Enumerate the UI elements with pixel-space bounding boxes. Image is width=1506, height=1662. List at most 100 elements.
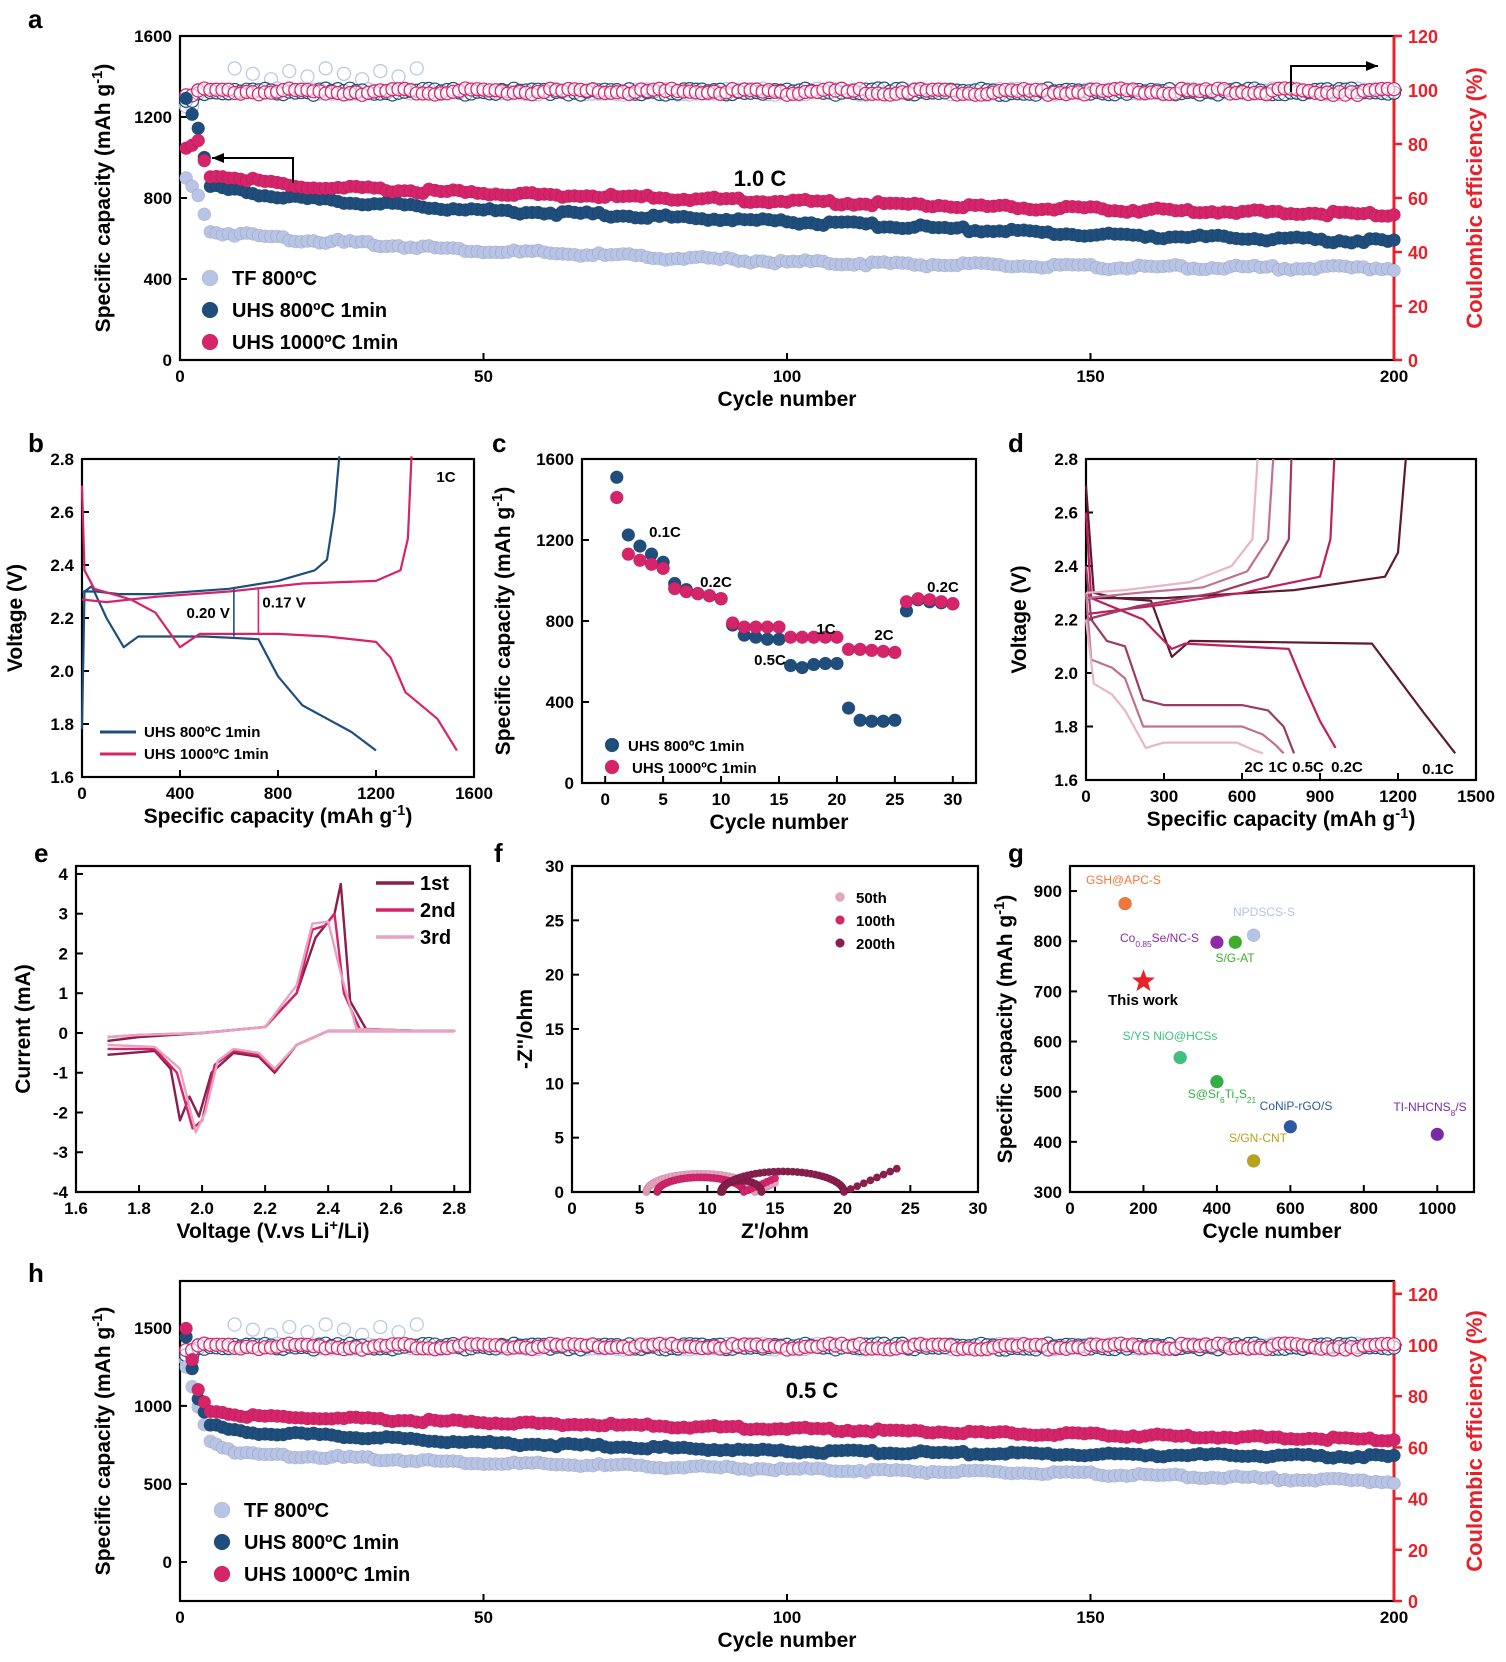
y-tick-label: 800 [144,189,172,208]
discharge-0.2C [1084,512,1337,749]
point-label: This work [1108,992,1179,1009]
legend-label: 3rd [420,927,451,949]
label-part: GSH@APC-S [1086,873,1161,887]
label-part: S [1239,1087,1247,1101]
label-part: -1 [992,902,1008,915]
literature-point [1173,1050,1187,1065]
panel-label-b: b [28,428,44,458]
label-part: Voltage (V) [1008,565,1031,673]
y-tick-label: 0 [59,1024,68,1043]
y-tick-label: 1600 [134,27,172,46]
label-part: Cycle number [718,388,857,411]
label-part: Specific capacity (mAh g [994,915,1017,1164]
y-tick-label: 700 [1034,982,1062,1001]
rate-point-UHS 1000ºC 1min [760,620,775,634]
right-tick-label: 0 [1408,1592,1418,1612]
ce-point-UHS 1000ºC 1min [1386,1337,1402,1352]
x-tick-label: 0 [567,1199,576,1218]
rate-label: 0.2C [927,579,959,596]
right-tick-label: 60 [1408,189,1428,209]
y-axis-label: Voltage (V) [4,564,27,672]
legend-label: UHS 800ºC 1min [144,724,260,741]
cv-3rd [107,920,456,1134]
rate-label: 1C [1268,759,1287,776]
rate-point-UHS 800ºC 1min [806,657,821,672]
legend-label: UHS 1000ºC 1min [232,332,398,354]
rate-point-UHS 1000ºC 1min [911,591,925,606]
x-tick-label: 30 [943,790,962,809]
capacity-point-TF 800ºC [1387,1476,1401,1491]
panel-b: 0 400 800 1200 1600 1.6 1.8 2.0 2.2 2.4 2.6 2.8 Spec… [4,450,493,828]
label-part: -1 [90,71,106,84]
y-tick-label: 900 [1034,882,1062,901]
rate-point-UHS 800ºC 1min [818,656,833,671]
y-tick-label: 3 [59,905,68,924]
x-tick-label: 200 [1380,1608,1408,1627]
ce-point-TF 800ºC [245,1322,260,1337]
legend-label: UHS 800ºC 1min [232,300,387,322]
rate-point-UHS 1000ºC 1min [702,588,717,603]
x-tick-label: 0 [77,784,86,803]
x-axis-label: Cycle number [710,811,849,834]
panel-c: 0 5 10 15 20 25 30 0 400 800 1200 1600 Cycle number S… [490,450,978,834]
panel-label-a: a [28,4,43,34]
rate-point-UHS 1000ºC 1min [899,594,914,609]
y-tick-label: 1.6 [50,768,74,787]
capacity-point-UHS 1000ºC 1min [191,133,206,148]
label-part: Z'/ohm [741,1220,809,1243]
discharge-0.5C [1084,565,1296,754]
y-tick-label: 1000 [134,1397,172,1416]
right-arrow-head [1366,61,1378,71]
y-tick-label: 5 [555,1129,564,1148]
right-tick-label: 100 [1408,81,1438,101]
ce-point-TF 800ºC [245,66,260,81]
ce-point-TF 800ºC [227,1317,242,1332]
point-label: TI-NHCNS8/S [1393,1100,1466,1118]
y-tick-label: 1500 [134,1319,172,1338]
right-tick-label: 20 [1408,1541,1428,1561]
label-part: Co [1120,931,1136,945]
rate-point-UHS 1000ºC 1min [714,591,728,606]
y-tick-label: 1.8 [1054,718,1078,737]
rate-point-UHS 800ºC 1min [772,632,786,647]
plot-frame [80,457,476,779]
rate-point-UHS 1000ºC 1min [864,643,879,658]
point-label: GSH@APC-S [1086,873,1161,887]
rate-point-UHS 1000ºC 1min [795,630,809,645]
ce-point-TF 800ºC [409,61,424,76]
y-tick-label: 2 [59,944,68,963]
x-axis-label: Specific capacity (mAh g-1) [144,803,413,828]
y-tick-label: 2.2 [50,609,74,628]
y-tick-label: 1 [59,984,68,1003]
literature-point [1246,928,1261,943]
y-tick-label: 400 [546,693,574,712]
y-tick-label: 2.0 [1054,664,1078,683]
point-label: CoNiP-rGO/S [1260,1099,1333,1113]
eis-point-200th [846,1184,855,1194]
legend-label: 100th [856,913,895,930]
x-tick-label: 2.8 [442,1199,466,1218]
ce-point-TF 800ºC [227,61,242,76]
right-tick-label: 0 [1408,351,1418,371]
point-label: S/YS NiO@HCSs [1123,1029,1218,1043]
legend-marker [201,301,219,319]
capacity-point-UHS 800ºC 1min [1387,233,1401,247]
y-tick-label: 400 [1034,1133,1062,1152]
panel-e: 1.6 1.8 2.0 2.2 2.4 2.6 2.8 -4 -3 -2 -1 0 1 2 3 4 Voltag… [12,864,472,1243]
gap-label-800: 0.20 V [187,605,230,622]
label-part: Specific capacity (mAh g [1147,808,1396,831]
legend-label: UHS 800ºC 1min [244,1532,399,1554]
point-label: S@Sr6Ti7S21 [1188,1087,1257,1105]
ce-point-TF 800ºC [318,61,333,76]
y-tick-label: 1200 [536,531,574,550]
y-tick-label: -1 [53,1064,68,1083]
label-part: Voltage (V.vs Li [177,1220,330,1243]
x-tick-label: 15 [766,1199,785,1218]
x-axis-label: Specific capacity (mAh g-1) [1147,806,1416,831]
y-tick-label: 2.8 [1054,450,1078,469]
capacity-point-UHS 800ºC 1min [185,107,199,122]
x-tick-label: 2.2 [253,1199,277,1218]
